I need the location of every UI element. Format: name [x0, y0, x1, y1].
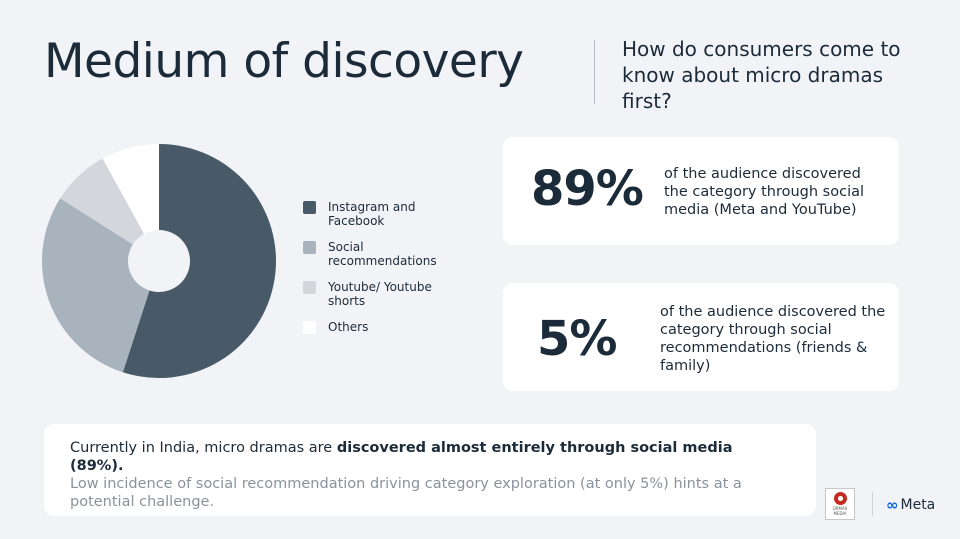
question-subtitle: How do consumers come to know about micr… — [622, 37, 901, 113]
donut-slice-instagram-and-facebook — [122, 144, 277, 378]
donut-chart — [41, 144, 277, 378]
legend-label: Instagram and Facebook — [328, 200, 416, 228]
legend-swatch — [303, 281, 316, 294]
stat-value: 89% — [531, 161, 644, 217]
legend-item: Social recommendations — [303, 240, 443, 268]
meta-logo-text: Meta — [900, 497, 936, 513]
chart-legend: Instagram and Facebook Social recommenda… — [303, 200, 443, 346]
legend-item: Instagram and Facebook — [303, 200, 443, 228]
summary-note: Low incidence of social recommendation d… — [70, 476, 742, 510]
legend-swatch — [303, 321, 316, 334]
logo-divider — [872, 492, 873, 516]
summary-box: Currently in India, micro dramas are dis… — [44, 424, 816, 516]
page-title: Medium of discovery — [44, 34, 524, 89]
legend-item: Others — [303, 320, 443, 334]
legend-label: Others — [328, 320, 369, 334]
legend-item: Youtube/ Youtube shorts — [303, 280, 443, 308]
stat-description: of the audience discovered the category … — [660, 304, 886, 374]
ormax-media-logo: ORMAX MEDIA — [825, 488, 855, 520]
legend-label: Social recommendations — [328, 240, 437, 268]
summary-lead: Currently in India, micro dramas are dis… — [70, 439, 790, 475]
legend-swatch — [303, 201, 316, 214]
legend-label: Youtube/ Youtube shorts — [328, 280, 432, 308]
divider — [594, 40, 595, 104]
stat-card-social-media: 89% of the audience discovered the categ… — [503, 137, 899, 245]
legend-swatch — [303, 241, 316, 254]
donut-slice-others — [102, 144, 159, 234]
meta-logo: ∞ Meta — [886, 496, 935, 514]
summary-highlight: discovered almost entirely through socia… — [70, 440, 733, 474]
stat-value: 5% — [537, 311, 617, 367]
ormax-logo-text: ORMAX MEDIA — [832, 506, 848, 516]
stat-card-social-recommendations: 5% of the audience discovered the catego… — [503, 283, 899, 391]
summary-lead-text: Currently in India, micro dramas are — [70, 440, 337, 456]
meta-infinity-icon: ∞ — [886, 496, 899, 514]
stat-description: of the audience discovered the category … — [664, 166, 865, 218]
donut-slice-youtube-youtube-shorts — [60, 158, 145, 245]
donut-slice-social-recommendations — [41, 198, 150, 373]
ormax-logo-mark — [833, 492, 847, 505]
